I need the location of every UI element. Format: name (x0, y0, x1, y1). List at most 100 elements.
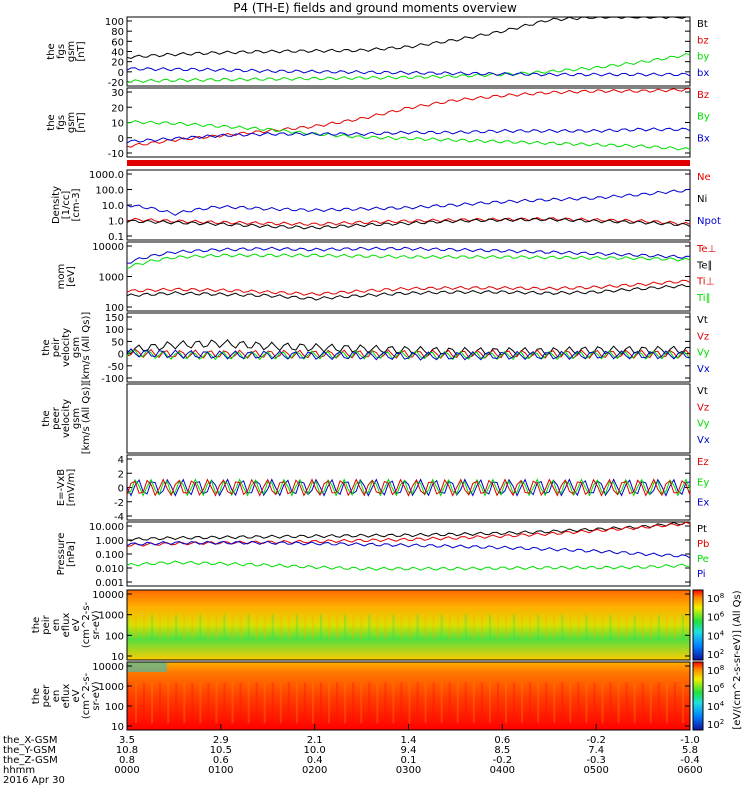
series-line-p8-red (126, 521, 691, 548)
heatmap-texture (328, 682, 331, 724)
ytick-label: 10000 (92, 590, 124, 601)
ytick-label: 2 (118, 469, 124, 480)
legend-entry: Pe (697, 554, 709, 565)
heatmap-cold-patch (127, 662, 167, 672)
heatmap-texture (625, 682, 628, 724)
heatmap-texture (416, 614, 419, 639)
ylabel-line: the (46, 114, 57, 130)
ytick-label: 20 (111, 58, 124, 69)
heatmap-texture (577, 614, 580, 639)
heatmap-texture (593, 682, 596, 724)
heatmap-texture (521, 614, 524, 639)
colorbar (692, 589, 704, 661)
ylabel-line: en (51, 690, 62, 703)
heatmap-texture (561, 682, 564, 724)
xaxis-value: 7.4 (588, 745, 604, 756)
heatmap-texture (271, 614, 274, 639)
ytick-label: 4 (118, 455, 124, 466)
xaxis-row-label: the_X-GSM (3, 735, 57, 746)
xaxis-value: 0.8 (119, 755, 135, 766)
heatmap-texture (368, 682, 371, 724)
series-line-p2-blue (126, 127, 691, 144)
xaxis-value: 8.5 (494, 745, 510, 756)
heatmap-texture (601, 682, 604, 724)
ytick-label: 100.0 (95, 186, 124, 197)
xaxis-value: 0.6 (213, 755, 229, 766)
xaxis-value: 2.1 (307, 735, 323, 746)
xaxis-value: 3.5 (119, 735, 135, 746)
ytick-label: 10.0 (102, 201, 124, 212)
ylabel-line: the (41, 339, 52, 355)
heatmap-texture (127, 682, 129, 724)
heatmap-texture (167, 614, 170, 639)
ytick-label: -100 (101, 374, 124, 385)
heatmap-texture (537, 682, 540, 724)
xaxis-value: 0300 (396, 765, 421, 776)
heatmap-texture (633, 682, 636, 724)
series-line-p5-green (126, 349, 691, 361)
ytick-label: 100 (105, 303, 124, 314)
heatmap-texture (456, 682, 459, 724)
xaxis-value: -0.2 (586, 735, 606, 746)
series-line-p5-blue (126, 348, 691, 361)
heatmap-texture (215, 614, 218, 639)
heatmap-texture (472, 682, 475, 724)
xaxis-value: 0200 (302, 765, 327, 776)
ylabel-line: peir (41, 614, 52, 634)
heatmap-texture (143, 614, 146, 639)
ylabel-line: peir (51, 337, 62, 357)
heatmap-texture (376, 614, 379, 639)
heatmap-texture (159, 614, 162, 639)
heatmap-texture (488, 682, 491, 724)
ylabel-line: [nT] (76, 41, 87, 61)
heatmap-texture (207, 682, 210, 724)
heatmap-texture (569, 614, 572, 639)
heatmap-texture (183, 682, 186, 724)
ytick-label: 80 (111, 27, 124, 38)
heatmap-texture (143, 682, 146, 724)
heatmap-texture (303, 614, 306, 639)
series-line-p4-black (126, 283, 691, 301)
ylabel-line: Pressure (56, 533, 67, 576)
ylabel-line: the (31, 617, 42, 633)
ytick-label: 150 (105, 313, 124, 324)
heatmap-texture (303, 682, 306, 724)
heatmap-texture (496, 682, 499, 724)
page-title: P4 (TH-E) fields and ground moments over… (233, 1, 517, 15)
heatmap-texture (320, 682, 323, 724)
heatmap-texture (263, 682, 266, 724)
colorbar-tick-label: 108 (707, 664, 724, 677)
heatmap-texture (135, 614, 138, 639)
series-line-p5-red (126, 348, 691, 359)
heatmap-texture (151, 682, 154, 724)
heatmap-texture (231, 682, 234, 724)
heatmap-texture (352, 614, 355, 639)
heatmap-texture (553, 614, 556, 639)
heatmap-texture (529, 614, 532, 639)
legend-entry: Pi (697, 569, 706, 580)
ylabel-line: eV (71, 689, 82, 702)
ytick-label: -2 (114, 498, 124, 509)
heatmap-texture (320, 614, 323, 639)
ytick-label: 20 (111, 103, 124, 114)
heatmap-texture (472, 614, 475, 639)
heatmap-texture (392, 682, 395, 724)
legend-entry: Bz (697, 90, 709, 101)
xaxis-value: 10.8 (116, 745, 138, 756)
heatmap-texture (625, 614, 628, 639)
heatmap-texture (287, 682, 290, 724)
xaxis-value: 0400 (490, 765, 515, 776)
heatmap-texture (488, 614, 491, 639)
heatmap-texture (545, 682, 548, 724)
ytick-label: 10 (111, 652, 124, 663)
heatmap-texture (384, 614, 387, 639)
heatmap-texture (448, 614, 451, 639)
xaxis-value: -0.4 (680, 755, 700, 766)
xaxis-value: -0.3 (586, 755, 606, 766)
heatmap-texture (681, 614, 684, 639)
series-line-p1-black (126, 16, 690, 60)
heatmap-texture (392, 614, 395, 639)
series-line-p7-red (126, 478, 691, 497)
ytick-label: 0.100 (95, 550, 124, 561)
